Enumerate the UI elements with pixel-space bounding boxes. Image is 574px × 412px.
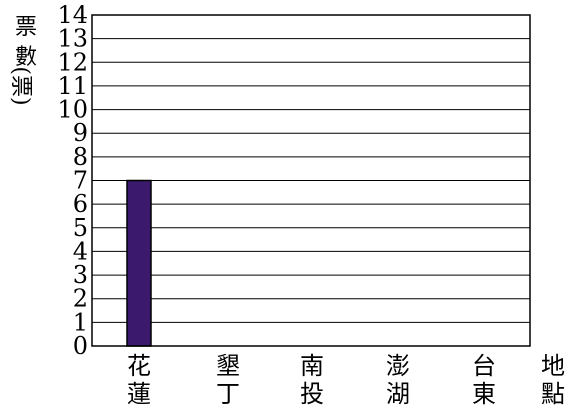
x-tick-label: 東 <box>472 380 496 408</box>
y-axis-label-part: 票 <box>15 15 37 40</box>
x-tick-label: 墾 <box>216 352 240 380</box>
x-tick-label: 南 <box>300 352 324 380</box>
bars <box>126 179 152 347</box>
x-tick-label: 台 <box>472 352 496 380</box>
y-tick-label: 14 <box>57 1 88 29</box>
y-tick-label: 0 <box>73 332 88 360</box>
y-tick-label: 9 <box>73 119 88 147</box>
y-tick-label: 10 <box>57 96 88 124</box>
x-axis-label-part: 地 <box>541 352 565 380</box>
y-tick-label: 6 <box>73 190 88 218</box>
x-axis-label: 地點 <box>541 352 565 408</box>
x-tick-label: 湖 <box>386 380 410 408</box>
gridlines <box>92 14 530 347</box>
y-tick-label: 3 <box>73 261 88 289</box>
plot-frame <box>91 14 531 347</box>
y-tick-label: 12 <box>57 48 88 76</box>
x-tick-label: 花 <box>127 352 151 380</box>
x-axis-label-part: 點 <box>541 380 565 408</box>
x-category-labels: 花蓮 墾丁 南投 澎湖 台東 <box>127 352 496 408</box>
y-axis-label: 票數(票) <box>8 15 37 106</box>
x-tick-label: 澎 <box>386 352 410 380</box>
y-tick-label: 8 <box>73 143 88 171</box>
y-tick-label: 1 <box>73 308 88 336</box>
y-tick-label: 7 <box>73 167 88 195</box>
y-axis-label-part: 數 <box>15 45 37 70</box>
y-tick-label: 5 <box>73 214 88 242</box>
x-tick-label: 蓮 <box>127 380 151 408</box>
x-tick-label: 投 <box>300 380 324 408</box>
y-tick-label: 4 <box>73 237 88 265</box>
y-tick-label: 11 <box>57 72 88 100</box>
y-axis-label-part: (票) <box>8 66 33 105</box>
y-tick-label: 13 <box>57 25 88 53</box>
x-tick-label: 丁 <box>216 380 240 408</box>
bar <box>126 179 152 347</box>
y-tick-label: 2 <box>73 285 88 313</box>
